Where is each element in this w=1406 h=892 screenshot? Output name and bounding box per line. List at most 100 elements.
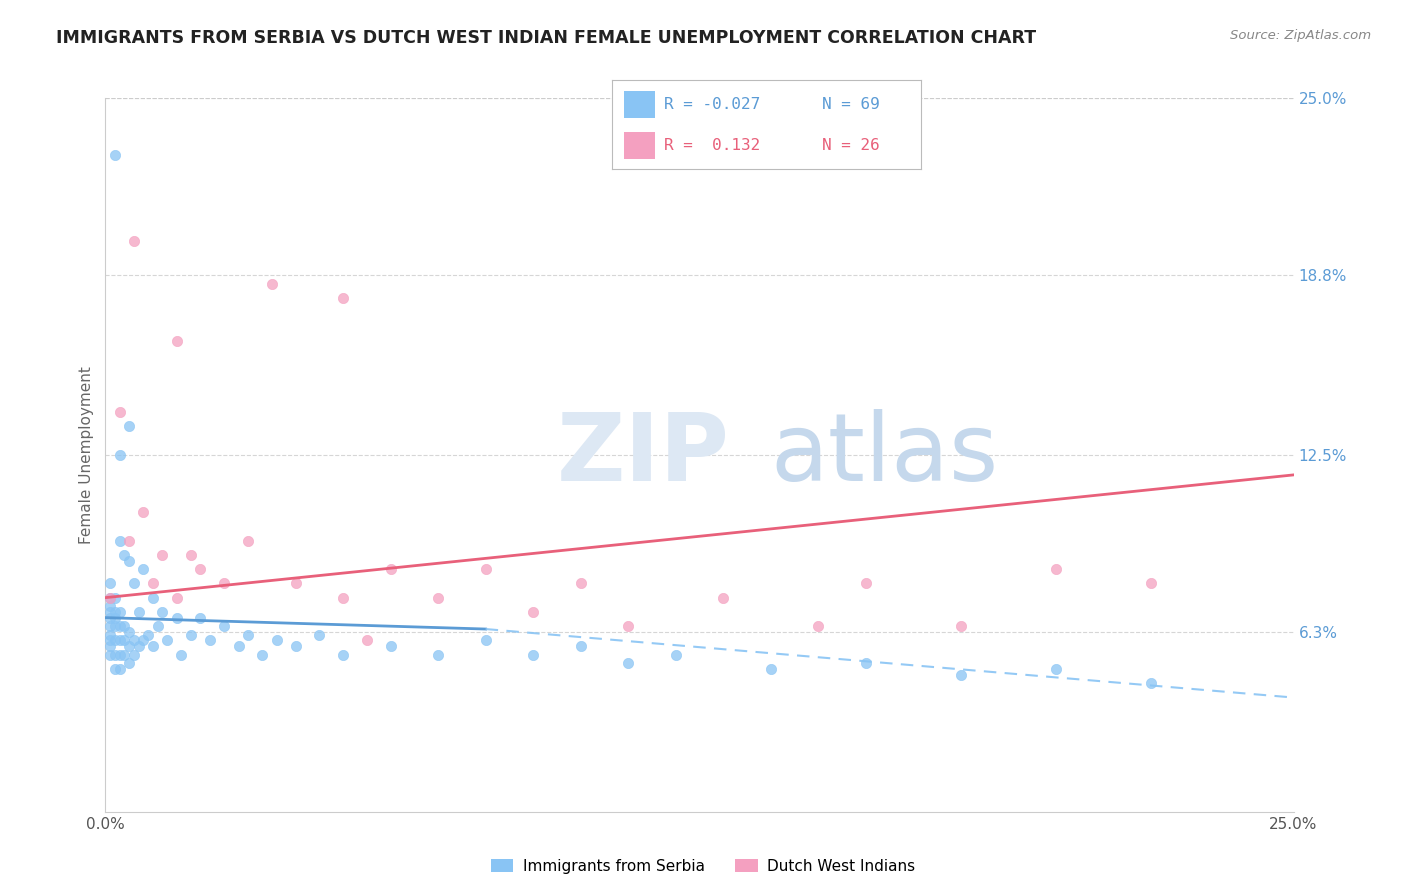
Point	[180, 548, 202, 562]
Point	[284, 639, 307, 653]
Point	[104, 610, 127, 624]
Point	[474, 562, 496, 576]
Point	[236, 533, 259, 548]
Point	[146, 619, 169, 633]
Point	[236, 628, 259, 642]
Point	[142, 639, 165, 653]
Point	[108, 633, 131, 648]
Point	[522, 605, 544, 619]
Point	[118, 639, 141, 653]
Point	[118, 657, 141, 671]
Point	[665, 648, 688, 662]
Point	[166, 334, 188, 348]
Point	[118, 624, 141, 639]
Point	[332, 591, 354, 605]
Point	[284, 576, 307, 591]
Point	[1045, 662, 1067, 676]
Point	[252, 648, 274, 662]
Point	[427, 591, 450, 605]
Y-axis label: Female Unemployment: Female Unemployment	[79, 366, 94, 544]
Point	[266, 633, 288, 648]
Point	[122, 576, 145, 591]
Point	[711, 591, 734, 605]
Point	[108, 619, 131, 633]
Point	[128, 605, 150, 619]
Point	[98, 576, 121, 591]
Point	[807, 619, 830, 633]
Point	[142, 591, 165, 605]
Point	[104, 648, 127, 662]
Point	[98, 648, 121, 662]
Point	[949, 619, 972, 633]
Point	[98, 610, 121, 624]
Point	[114, 633, 136, 648]
Point	[98, 639, 121, 653]
Point	[180, 628, 202, 642]
Point	[108, 605, 131, 619]
Point	[855, 657, 877, 671]
Point	[122, 234, 145, 248]
Text: Source: ZipAtlas.com: Source: ZipAtlas.com	[1230, 29, 1371, 42]
Point	[104, 633, 127, 648]
Point	[190, 562, 212, 576]
Point	[569, 639, 592, 653]
Point	[104, 619, 127, 633]
Text: N = 69: N = 69	[823, 97, 880, 112]
Point	[132, 505, 155, 519]
Point	[104, 662, 127, 676]
Point	[108, 405, 131, 419]
Point	[1140, 676, 1163, 690]
Point	[118, 419, 141, 434]
Point	[228, 639, 250, 653]
Point	[108, 448, 131, 462]
Point	[308, 628, 330, 642]
Point	[114, 548, 136, 562]
Point	[156, 633, 179, 648]
Point	[198, 633, 221, 648]
Point	[152, 548, 174, 562]
Point	[427, 648, 450, 662]
Text: IMMIGRANTS FROM SERBIA VS DUTCH WEST INDIAN FEMALE UNEMPLOYMENT CORRELATION CHAR: IMMIGRANTS FROM SERBIA VS DUTCH WEST IND…	[56, 29, 1036, 46]
Legend: Immigrants from Serbia, Dutch West Indians: Immigrants from Serbia, Dutch West India…	[485, 853, 921, 880]
Point	[98, 591, 121, 605]
Point	[114, 619, 136, 633]
Point	[98, 628, 121, 642]
Point	[142, 576, 165, 591]
Point	[98, 591, 121, 605]
Point	[522, 648, 544, 662]
Point	[98, 633, 121, 648]
Point	[166, 610, 188, 624]
Bar	[624, 132, 655, 159]
Point	[380, 562, 402, 576]
Point	[98, 599, 121, 614]
Point	[136, 628, 159, 642]
Text: N = 26: N = 26	[823, 138, 880, 153]
Point	[332, 648, 354, 662]
Point	[104, 591, 127, 605]
Point	[170, 648, 193, 662]
Point	[356, 633, 378, 648]
Point	[122, 633, 145, 648]
Point	[152, 605, 174, 619]
Point	[108, 662, 131, 676]
Point	[104, 605, 127, 619]
Text: ZIP: ZIP	[557, 409, 730, 501]
Point	[166, 591, 188, 605]
Text: atlas: atlas	[770, 409, 1000, 501]
Point	[122, 648, 145, 662]
Point	[118, 533, 141, 548]
Point	[855, 576, 877, 591]
Point	[949, 667, 972, 681]
Point	[1045, 562, 1067, 576]
Point	[260, 277, 283, 291]
Point	[108, 533, 131, 548]
Point	[214, 576, 236, 591]
Point	[98, 619, 121, 633]
Point	[332, 291, 354, 305]
Point	[617, 657, 640, 671]
Point	[214, 619, 236, 633]
Point	[114, 648, 136, 662]
Point	[759, 662, 782, 676]
Point	[108, 648, 131, 662]
Point	[190, 610, 212, 624]
